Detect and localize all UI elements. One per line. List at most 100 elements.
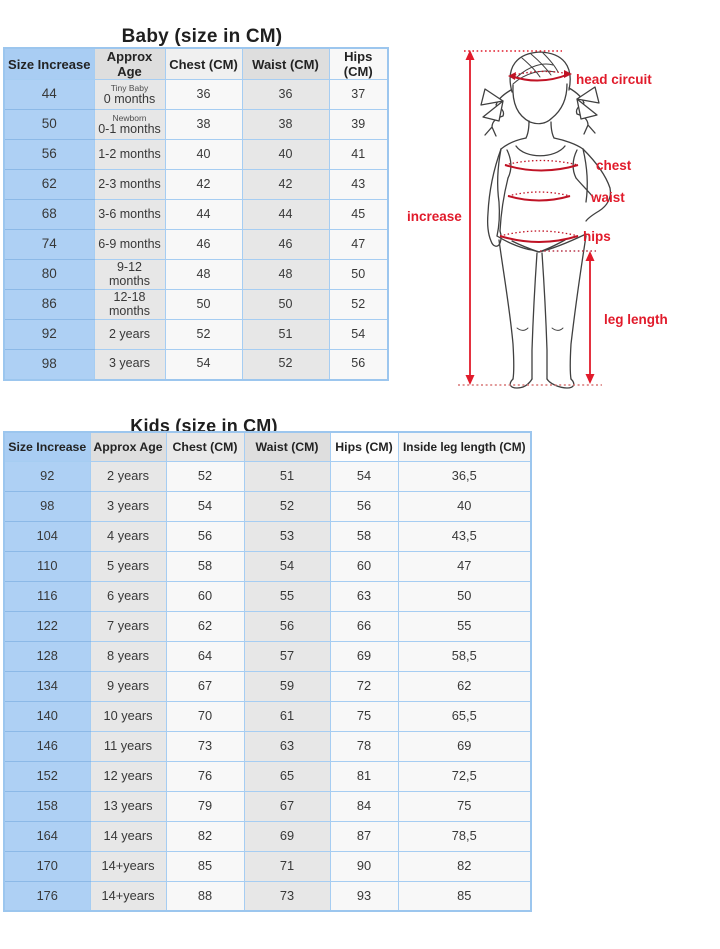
table-row: 116 6 years 60 55 63 50 <box>3 580 532 612</box>
kids-header-row: Size Increase Approx Age Chest (CM) Waist (… <box>3 431 532 462</box>
cell-size: 92 <box>3 460 91 492</box>
cell-waist: 67 <box>243 790 331 822</box>
child-figure-illustration <box>480 51 612 389</box>
leg-length-arrow <box>585 251 595 384</box>
cell-waist: 61 <box>243 700 331 732</box>
table-row: 134 9 years 67 59 72 62 <box>3 670 532 702</box>
cell-age: 13 years <box>89 790 167 822</box>
cell-chest: 64 <box>165 640 245 672</box>
head-circuit-label: head circuit <box>576 72 652 87</box>
column-header: Chest (CM) <box>165 431 245 462</box>
kids-size-table: Size Increase Approx Age Chest (CM) Waist (… <box>3 431 532 912</box>
cell-age: 8 years <box>89 640 167 672</box>
cell-age: 10 years <box>89 700 167 732</box>
column-header: Hips (CM) <box>328 47 389 80</box>
cell-chest: 79 <box>165 790 245 822</box>
cell-hips: 56 <box>328 349 389 380</box>
column-header: Chest (CM) <box>164 47 243 80</box>
cell-leg: 62 <box>397 670 532 702</box>
cell-hips: 39 <box>328 109 389 140</box>
cell-hips: 69 <box>329 640 399 672</box>
cell-waist: 51 <box>243 460 331 492</box>
cell-waist: 54 <box>243 550 331 582</box>
waist-label: waist <box>590 190 625 205</box>
cell-size: 152 <box>3 760 91 792</box>
cell-hips: 87 <box>329 820 399 852</box>
column-header: Size Increase <box>3 431 91 462</box>
cell-hips: 81 <box>329 760 399 792</box>
cell-chest: 48 <box>164 259 243 290</box>
table-row: 68 3-6 months 44 44 45 <box>3 199 389 230</box>
table-row: 176 14+years 88 73 93 85 <box>3 880 532 912</box>
cell-hips: 63 <box>329 580 399 612</box>
cell-waist: 69 <box>243 820 331 852</box>
cell-chest: 54 <box>164 349 243 380</box>
cell-age: 3 years <box>89 490 167 522</box>
cell-waist: 57 <box>243 640 331 672</box>
cell-leg: 55 <box>397 610 532 642</box>
cell-waist: 65 <box>243 760 331 792</box>
cell-age: 7 years <box>89 610 167 642</box>
column-header: Inside leg length (CM) <box>397 431 532 462</box>
table-row: 92 2 years 52 51 54 <box>3 319 389 350</box>
head-circumference-ellipse <box>508 70 572 82</box>
table-row: 158 13 years 79 67 84 75 <box>3 790 532 822</box>
cell-size: 44 <box>3 79 95 110</box>
cell-chest: 46 <box>164 229 243 260</box>
cell-age: 4 years <box>89 520 167 552</box>
chest-label: chest <box>596 158 632 173</box>
waist-ellipse <box>507 191 571 202</box>
cell-hips: 54 <box>328 319 389 350</box>
cell-chest: 60 <box>165 580 245 612</box>
cell-chest: 76 <box>165 760 245 792</box>
cell-size: 92 <box>3 319 95 350</box>
cell-hips: 90 <box>329 850 399 882</box>
cell-leg: 72,5 <box>397 760 532 792</box>
cell-age: 2 years <box>93 319 166 350</box>
cell-chest: 44 <box>164 199 243 230</box>
cell-hips: 41 <box>328 139 389 170</box>
table-row: 74 6-9 months 46 46 47 <box>3 229 389 260</box>
table-row: 104 4 years 56 53 58 43,5 <box>3 520 532 552</box>
cell-hips: 75 <box>329 700 399 732</box>
increase-label: increase <box>407 209 462 224</box>
cell-waist: 63 <box>243 730 331 762</box>
cell-age: 2-3 months <box>93 169 166 200</box>
chest-ellipse <box>504 159 579 172</box>
table-row: 92 2 years 52 51 54 36,5 <box>3 460 532 492</box>
cell-leg: 47 <box>397 550 532 582</box>
cell-age: 14+years <box>89 880 167 912</box>
cell-waist: 38 <box>241 109 330 140</box>
cell-waist: 48 <box>241 259 330 290</box>
cell-size: 146 <box>3 730 91 762</box>
cell-age: 6-9 months <box>93 229 166 260</box>
cell-size: 116 <box>3 580 91 612</box>
cell-size: 68 <box>3 199 95 230</box>
cell-size: 98 <box>3 490 91 522</box>
cell-chest: 52 <box>164 319 243 350</box>
cell-waist: 73 <box>243 880 331 912</box>
cell-size: 98 <box>3 349 95 380</box>
cell-hips: 54 <box>329 460 399 492</box>
cell-hips: 60 <box>329 550 399 582</box>
cell-waist: 40 <box>241 139 330 170</box>
child-measurement-diagram: head circuit chest waist hips increase l… <box>407 50 668 389</box>
cell-age: 9-12 months <box>93 259 166 290</box>
cell-waist: 50 <box>241 289 330 320</box>
cell-leg: 85 <box>397 880 532 912</box>
cell-waist: 36 <box>241 79 330 110</box>
table-row: 122 7 years 62 56 66 55 <box>3 610 532 642</box>
baby-header-row: Size Increase Approx Age Chest (CM) Waist (… <box>3 47 389 80</box>
cell-chest: 85 <box>165 850 245 882</box>
cell-chest: 38 <box>164 109 243 140</box>
cell-waist: 44 <box>241 199 330 230</box>
cell-waist: 52 <box>241 349 330 380</box>
table-row: 170 14+years 85 71 90 82 <box>3 850 532 882</box>
cell-leg: 75 <box>397 790 532 822</box>
column-header: Hips (CM) <box>329 431 399 462</box>
kids-table-body: 92 2 years 52 51 54 36,5 98 3 years 54 52 56 40 104 4… <box>3 460 532 912</box>
increase-arrow <box>465 50 475 385</box>
cell-leg: 36,5 <box>397 460 532 492</box>
table-row: 62 2-3 months 42 42 43 <box>3 169 389 200</box>
cell-leg: 78,5 <box>397 820 532 852</box>
